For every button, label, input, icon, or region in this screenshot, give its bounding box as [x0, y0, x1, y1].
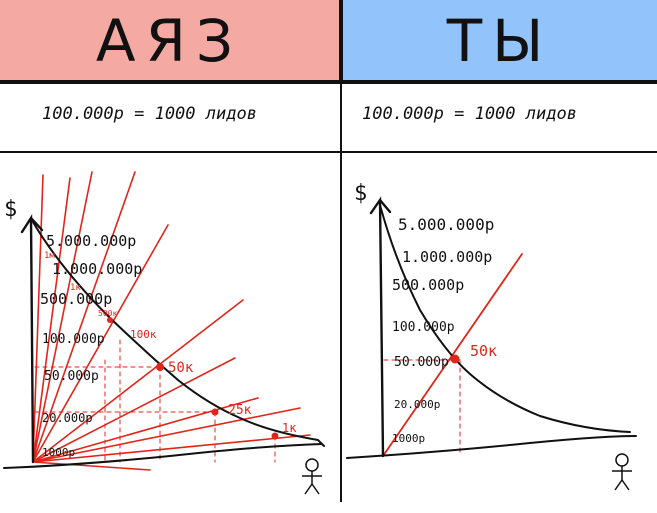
right-x-axis — [346, 435, 637, 459]
right-y-symbol: $ — [354, 181, 367, 206]
ray-label-5: 25к — [228, 403, 252, 418]
right-point-label: 50к — [470, 342, 497, 360]
right-level-4: 50.000р — [394, 355, 449, 370]
right-title: ТЫ — [446, 7, 554, 75]
left-level-6: 1000р — [42, 446, 75, 459]
ray-label-0: 1м — [44, 251, 55, 261]
ray-10 — [32, 434, 311, 463]
header-bottom-line — [0, 80, 657, 84]
ray-label-6: 1к — [282, 421, 297, 435]
right-level-3: 100.000р — [392, 320, 455, 335]
left-level-5: 20.000р — [42, 411, 93, 425]
ray-label-4: 50к — [168, 360, 194, 376]
right-level-2: 500.000р — [392, 276, 464, 294]
rate-bottom-line — [0, 151, 657, 153]
left-title: АЯЗ — [95, 7, 244, 75]
left-level-0: 5.000.000р — [46, 232, 136, 250]
right-level-labels: 5.000.000р 1.000.000р 500.000р 100.000р … — [392, 215, 494, 445]
right-point — [450, 354, 460, 364]
left-header: АЯЗ — [0, 0, 339, 82]
left-curve — [32, 221, 325, 447]
left-rate-text: 100.000р = 1000 лидов — [42, 104, 257, 124]
left-y-axis — [20, 213, 44, 464]
header-divider — [339, 0, 343, 82]
ray-label-3: 100к — [130, 328, 157, 341]
left-diagram — [3, 171, 325, 471]
right-y-axis — [369, 196, 392, 458]
right-level-5: 20.000р — [394, 398, 440, 411]
left-level-3: 100.000р — [42, 332, 105, 347]
ray-label-2: 500к — [98, 309, 117, 318]
right-stick-figure — [612, 453, 632, 491]
ray-3 — [32, 171, 93, 463]
ray-label-1: 1к — [70, 283, 81, 293]
left-level-4: 50.000р — [44, 369, 99, 384]
left-level-labels: 5.000.000р 1.000.000р 500.000р 100.000р … — [40, 232, 142, 459]
left-x-axis — [3, 443, 323, 469]
ray-1 — [32, 174, 44, 463]
ray-2 — [32, 177, 71, 463]
ray-6 — [32, 299, 244, 463]
left-y-symbol: $ — [4, 197, 17, 222]
panel-divider — [340, 82, 342, 502]
ray-4 — [32, 171, 136, 463]
ray-5 — [32, 224, 169, 463]
left-points — [107, 317, 279, 440]
right-rate-text: 100.000р = 1000 лидов — [362, 104, 577, 124]
left-stick-figure — [302, 458, 322, 495]
right-curve — [379, 204, 631, 433]
right-diagram — [346, 196, 637, 459]
left-guides — [34, 339, 276, 463]
right-level-1: 1.000.000р — [402, 248, 492, 266]
ray-11 — [32, 461, 151, 471]
right-level-0: 5.000.000р — [398, 215, 494, 234]
ray-7 — [32, 357, 236, 463]
right-level-6: 1000р — [392, 432, 425, 445]
left-level-2: 500.000р — [40, 290, 112, 308]
left-ray-labels: 1м 1к 500к 100к 50к 25к 1к — [44, 251, 297, 435]
right-header: ТЫ — [343, 0, 657, 82]
left-red-rays — [32, 171, 311, 471]
ray-9 — [32, 407, 301, 463]
left-level-1: 1.000.000р — [52, 260, 142, 278]
